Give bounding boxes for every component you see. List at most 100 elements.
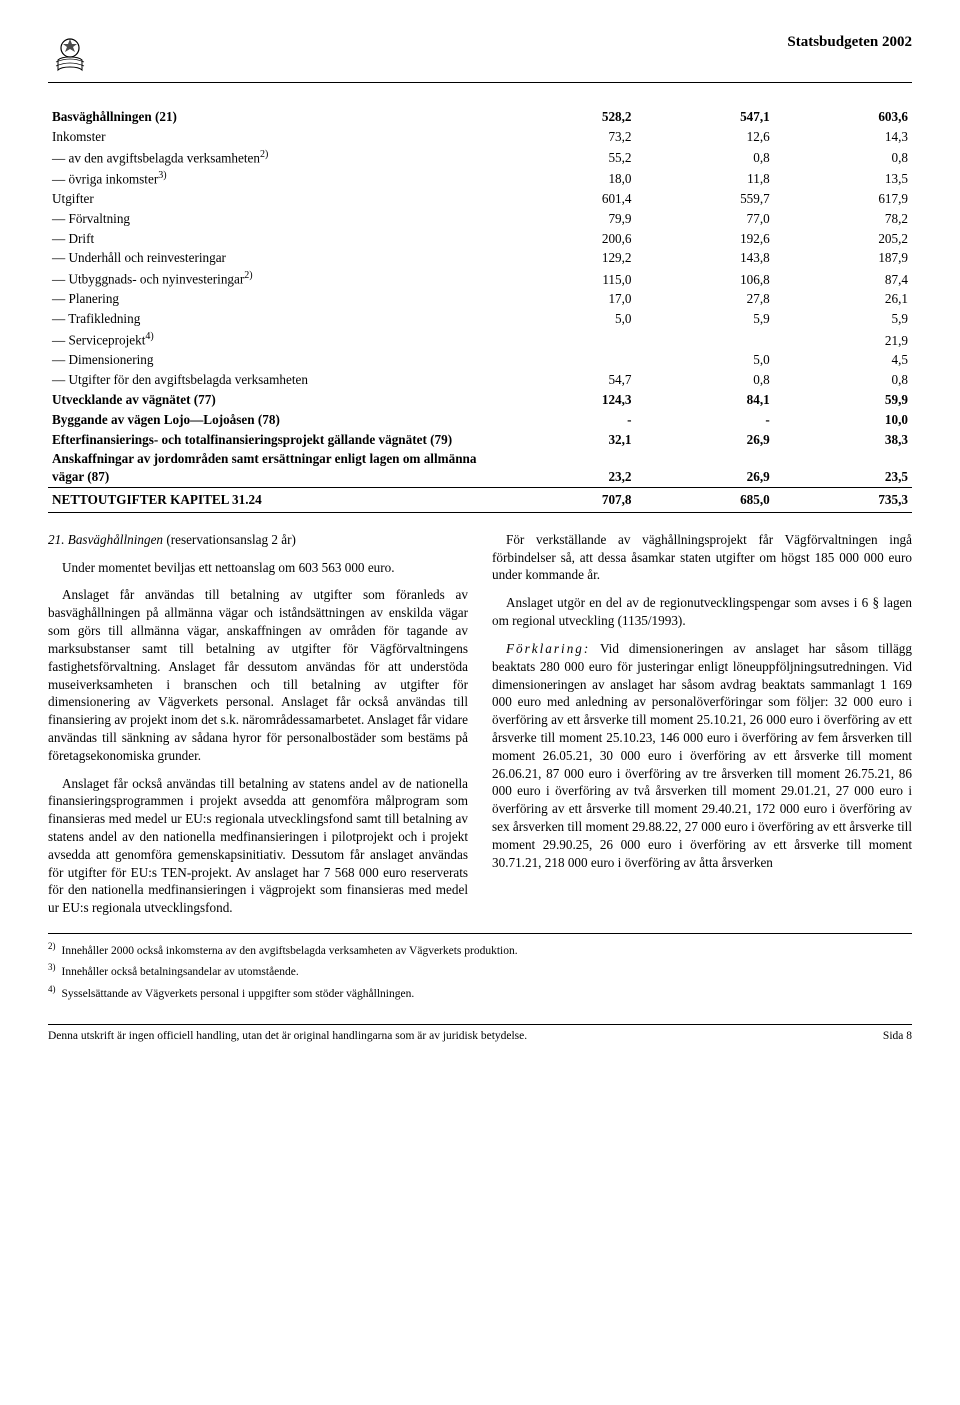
row-value: 559,7 <box>636 189 774 209</box>
row-label: Inkomster <box>48 127 497 147</box>
row-value: 77,0 <box>636 209 774 229</box>
row-value: 5,9 <box>774 309 912 329</box>
table-row: Utgifter601,4559,7617,9 <box>48 189 912 209</box>
row-value: 13,5 <box>774 168 912 189</box>
total-label: NETTOUTGIFTER KAPITEL 31.24 <box>48 488 497 513</box>
row-value: 5,0 <box>636 350 774 370</box>
row-label: Utgifter <box>48 189 497 209</box>
row-label: — övriga inkomster3) <box>48 168 497 189</box>
row-value: 26,1 <box>774 289 912 309</box>
row-label: Utvecklande av vägnätet (77) <box>48 390 497 410</box>
total-value: 707,8 <box>497 488 635 513</box>
table-row: Inkomster73,212,614,3 <box>48 127 912 147</box>
table-row: — av den avgiftsbelagda verksamheten2)55… <box>48 147 912 168</box>
row-value: 187,9 <box>774 248 912 268</box>
table-row: — Utbyggnads- och nyinvesteringar2)115,0… <box>48 268 912 289</box>
row-value: 26,9 <box>636 430 774 450</box>
table-row: Efterfinansierings- och totalfinansierin… <box>48 430 912 450</box>
body-paragraph: Anslaget utgör en del av de regionutveck… <box>492 594 912 630</box>
row-value: 547,1 <box>636 107 774 127</box>
row-value: 73,2 <box>497 127 635 147</box>
table-row: Byggande av vägen Lojo—Lojoåsen (78)--10… <box>48 410 912 430</box>
footer-right: Sida 8 <box>883 1029 912 1045</box>
table-row: Basväghållningen (21)528,2547,1603,6 <box>48 107 912 127</box>
row-value: 200,6 <box>497 229 635 249</box>
row-value: 0,8 <box>636 147 774 168</box>
table-row: — Serviceprojekt4)21,9 <box>48 329 912 350</box>
row-value: 23,2 <box>497 449 635 487</box>
row-value: 55,2 <box>497 147 635 168</box>
table-row: — Drift200,6192,6205,2 <box>48 229 912 249</box>
row-label: — Planering <box>48 289 497 309</box>
row-value: 192,6 <box>636 229 774 249</box>
row-value: 5,0 <box>497 309 635 329</box>
row-value: 603,6 <box>774 107 912 127</box>
row-value: 32,1 <box>497 430 635 450</box>
table-row: — övriga inkomster3)18,011,813,5 <box>48 168 912 189</box>
row-value: 27,8 <box>636 289 774 309</box>
page-header: Statsbudgeten 2002 <box>48 32 912 83</box>
section-21-title: 21. Basväghållningen <box>48 532 166 547</box>
row-value: - <box>497 410 635 430</box>
row-label: — Utgifter för den avgiftsbelagda verksa… <box>48 370 497 390</box>
footnote-4: 4)Sysselsättande av Vägverkets personal … <box>48 983 912 1002</box>
footnote-3-text: Innehåller också betalningsandelar av ut… <box>62 966 299 978</box>
row-label: Anskaffningar av jordområden samt ersätt… <box>48 449 497 487</box>
row-label: Byggande av vägen Lojo—Lojoåsen (78) <box>48 410 497 430</box>
row-value: 14,3 <box>774 127 912 147</box>
row-label: Basväghållningen (21) <box>48 107 497 127</box>
row-value: 23,5 <box>774 449 912 487</box>
footnotes: 2)Innehåller 2000 också inkomsterna av d… <box>48 933 912 1002</box>
row-value: 38,3 <box>774 430 912 450</box>
table-row: — Planering17,027,826,1 <box>48 289 912 309</box>
row-value: 528,2 <box>497 107 635 127</box>
table-row: — Förvaltning79,977,078,2 <box>48 209 912 229</box>
row-value: 54,7 <box>497 370 635 390</box>
row-value: 59,9 <box>774 390 912 410</box>
table-row: — Utgifter för den avgiftsbelagda verksa… <box>48 370 912 390</box>
page-footer: Denna utskrift är ingen officiell handli… <box>48 1024 912 1045</box>
row-value: 601,4 <box>497 189 635 209</box>
table-row: — Underhåll och reinvesteringar129,2143,… <box>48 248 912 268</box>
row-label: — Förvaltning <box>48 209 497 229</box>
row-value: 4,5 <box>774 350 912 370</box>
total-value: 685,0 <box>636 488 774 513</box>
body-paragraph: Anslaget får användas till betalning av … <box>48 586 468 764</box>
row-value: 0,8 <box>774 147 912 168</box>
row-value: 26,9 <box>636 449 774 487</box>
row-value: 5,9 <box>636 309 774 329</box>
footnote-2: 2)Innehåller 2000 också inkomsterna av d… <box>48 940 912 959</box>
body-paragraph: Under momentet beviljas ett nettoanslag … <box>48 559 468 577</box>
table-row: — Trafikledning5,05,95,9 <box>48 309 912 329</box>
section-21-paren: (reservationsanslag 2 år) <box>166 532 296 547</box>
row-value: 17,0 <box>497 289 635 309</box>
row-value: 18,0 <box>497 168 635 189</box>
row-label: — Dimensionering <box>48 350 497 370</box>
row-value: 106,8 <box>636 268 774 289</box>
forklaring-label: Förklaring: <box>506 641 590 656</box>
row-value: 12,6 <box>636 127 774 147</box>
row-value: 0,8 <box>636 370 774 390</box>
section-21-heading: 21. Basväghållningen (reservationsanslag… <box>48 531 468 549</box>
body-paragraph: För verkställande av väghållningsprojekt… <box>492 531 912 584</box>
row-value: 87,4 <box>774 268 912 289</box>
row-label: — Trafikledning <box>48 309 497 329</box>
total-value: 735,3 <box>774 488 912 513</box>
footnote-4-text: Sysselsättande av Vägverkets personal i … <box>62 988 415 1000</box>
row-value: 10,0 <box>774 410 912 430</box>
row-label: Efterfinansierings- och totalfinansierin… <box>48 430 497 450</box>
row-value: 21,9 <box>774 329 912 350</box>
emblem-icon <box>48 32 92 76</box>
table-total-row: NETTOUTGIFTER KAPITEL 31.24707,8685,0735… <box>48 488 912 513</box>
row-label: — Drift <box>48 229 497 249</box>
row-value <box>636 329 774 350</box>
row-value: 124,3 <box>497 390 635 410</box>
body-paragraph: Anslaget får också användas till betalni… <box>48 775 468 918</box>
row-value: 79,9 <box>497 209 635 229</box>
footer-left: Denna utskrift är ingen officiell handli… <box>48 1029 527 1045</box>
header-title: Statsbudgeten 2002 <box>787 32 912 52</box>
row-value: 0,8 <box>774 370 912 390</box>
row-label: — av den avgiftsbelagda verksamheten2) <box>48 147 497 168</box>
row-value: 129,2 <box>497 248 635 268</box>
table-row: Anskaffningar av jordområden samt ersätt… <box>48 449 912 487</box>
